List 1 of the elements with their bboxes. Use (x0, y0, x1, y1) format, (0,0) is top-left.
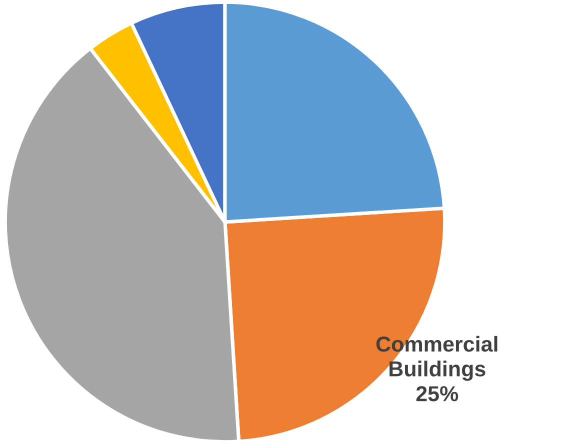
data-label: 25% (416, 386, 458, 402)
